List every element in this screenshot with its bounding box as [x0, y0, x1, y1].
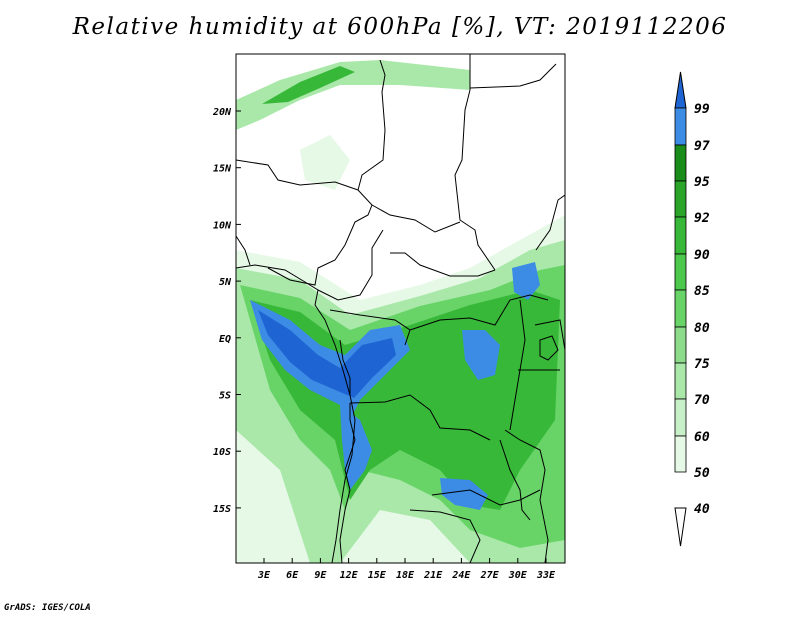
border-line	[339, 339, 351, 395]
rh-shade-85	[262, 66, 355, 104]
longitude-axis: 3E 6E 9E 12E 15E 18E 21E 24E 27E 30E 33E	[257, 558, 556, 581]
rh-shade-97	[512, 262, 540, 300]
colorbar-bin	[674, 362, 687, 400]
colorbar-bin	[674, 326, 687, 364]
colorbar-label: 97	[694, 139, 710, 154]
lon-label: 30E	[508, 570, 528, 581]
border-line	[504, 429, 549, 563]
colorbar-bin	[674, 180, 687, 218]
rh-shade-40	[300, 135, 350, 190]
lon-label: 3E	[257, 570, 271, 581]
lat-label: 15N	[213, 164, 232, 175]
lat-label: 5S	[219, 391, 231, 402]
border-line	[236, 159, 359, 191]
lat-label: 20N	[212, 107, 232, 118]
lon-label: 15E	[368, 570, 387, 581]
border-line	[409, 294, 549, 331]
humidity-shading	[236, 60, 565, 563]
rh-shade-99	[258, 310, 396, 398]
rh-shade-97	[462, 330, 500, 380]
border-line	[329, 309, 411, 346]
border-line	[267, 189, 373, 286]
colorbar-label: 60	[694, 430, 710, 445]
border-line	[371, 204, 461, 233]
border-line	[339, 403, 356, 563]
colorbar-bin	[674, 107, 687, 146]
border-line	[431, 489, 541, 506]
border-line	[236, 235, 251, 266]
border-line	[535, 194, 565, 251]
colorbar-bin	[674, 144, 687, 182]
lon-label: 9E	[314, 570, 327, 581]
border-line	[409, 509, 481, 563]
lon-label: 27E	[480, 570, 500, 581]
border-line	[317, 229, 384, 301]
lat-label: 15S	[213, 504, 231, 515]
border-line	[454, 54, 496, 271]
colorbar-bin	[674, 435, 687, 473]
colorbar-label: 75	[694, 357, 710, 372]
lat-label: EQ	[219, 334, 231, 345]
lake-outline	[499, 439, 531, 521]
colorbar-label: 85	[694, 284, 710, 299]
lat-label: 10S	[213, 447, 231, 458]
lon-label: 33E	[536, 570, 556, 581]
rh-shade-97	[440, 478, 488, 510]
colorbar-arrow-bottom	[674, 507, 687, 547]
rh-shade-60	[236, 60, 470, 130]
chart-title: Relative humidity at 600hPa [%], VT: 201…	[72, 14, 728, 40]
colorbar-bin	[674, 289, 687, 328]
lon-label: 12E	[340, 570, 359, 581]
lon-label: 6E	[286, 570, 299, 581]
colorbar-label: 95	[694, 175, 710, 190]
lon-label: 24E	[451, 570, 471, 581]
latitude-axis: 20N 15N 10N 5N EQ 5S 10S 15S	[212, 107, 241, 515]
colorbar-label: 70	[694, 393, 710, 408]
colorbar-label: 80	[694, 321, 710, 336]
lat-label: 5N	[219, 277, 232, 288]
coastline	[469, 63, 557, 89]
border-line	[357, 59, 386, 191]
coastline	[236, 264, 356, 563]
colorbar-bin	[674, 398, 687, 437]
colorbar-label: 90	[694, 248, 710, 263]
colorbar-label: 99	[694, 102, 710, 117]
colorbar-label: 40	[694, 502, 710, 517]
lat-label: 10N	[213, 220, 232, 231]
colorbar-arrow-top	[674, 71, 687, 109]
country-borders	[236, 54, 565, 563]
lon-label: 21E	[423, 570, 443, 581]
border-line	[390, 252, 496, 277]
colorbar: 99 97 95 92 90 85 80 75 70 60 50 40	[674, 71, 710, 547]
colorbar-label: 50	[694, 466, 710, 481]
map-frame	[235, 53, 566, 564]
border-line	[349, 394, 491, 441]
lon-label: 18E	[396, 570, 415, 581]
colorbar-label: 92	[694, 211, 710, 226]
lake-outline	[539, 335, 559, 361]
footer-credit: GrADS: IGES/COLA	[4, 603, 91, 613]
border-line	[534, 319, 565, 351]
colorbar-bin	[674, 253, 687, 291]
colorbar-bin	[674, 216, 687, 255]
